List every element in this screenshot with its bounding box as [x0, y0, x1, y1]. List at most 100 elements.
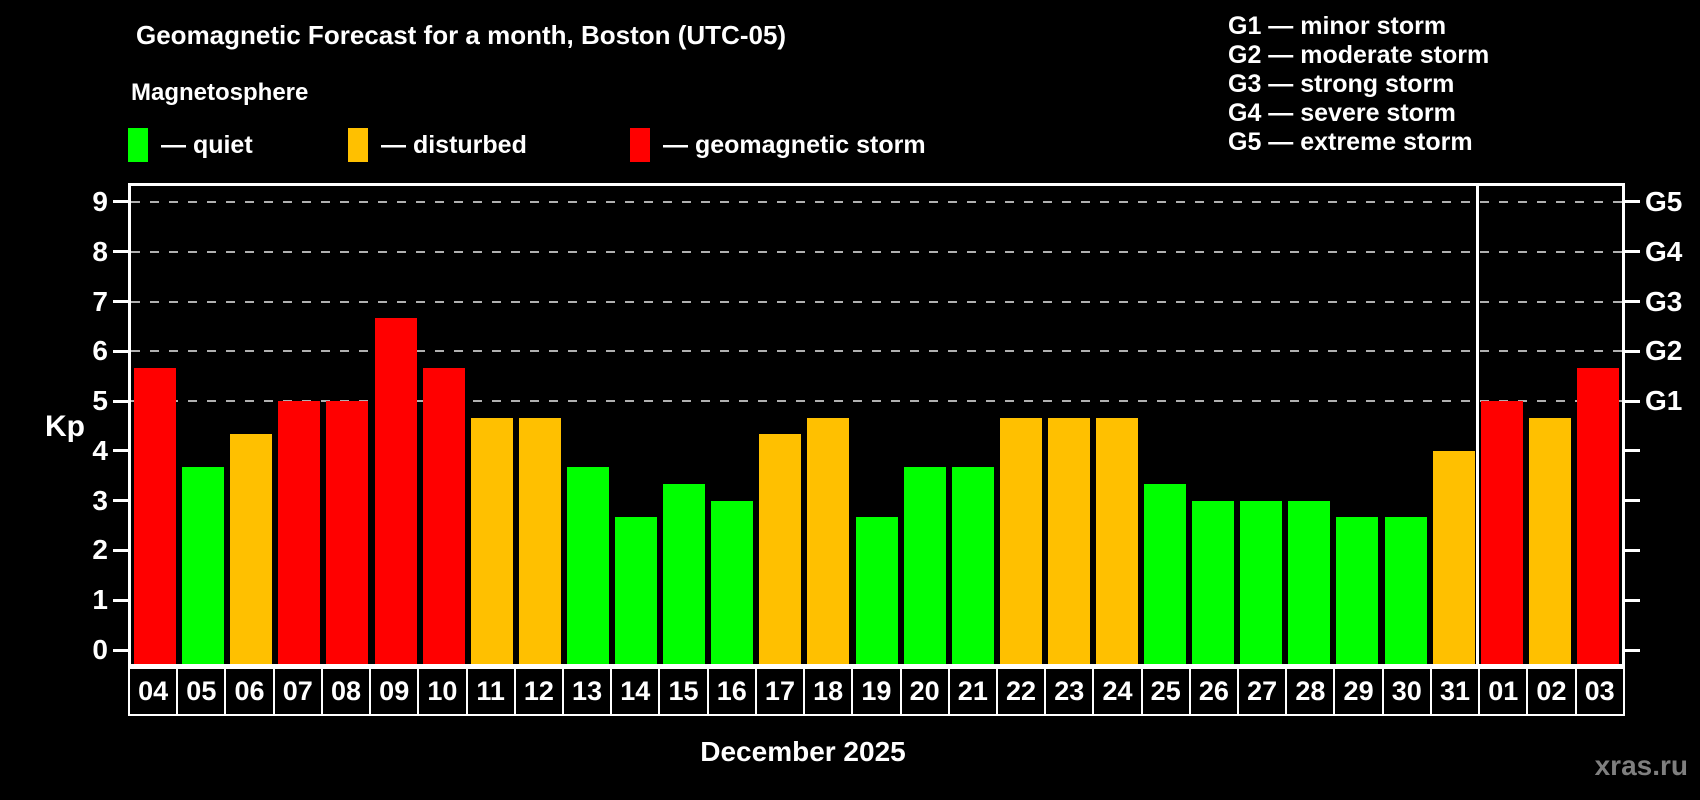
- day-label-18: 18: [803, 669, 851, 714]
- gridline-kp7: [131, 300, 1622, 303]
- day-label-27: 27: [1237, 669, 1285, 714]
- kp-bar-day-28: [1288, 500, 1331, 664]
- day-label-03: 03: [1574, 669, 1623, 714]
- kp-bar-day-15: [663, 484, 706, 664]
- y-axis-label-9: 9: [92, 185, 108, 217]
- kp-bar-day-08: [326, 401, 369, 664]
- legend-item-quiet: — quiet: [128, 127, 253, 163]
- kp-bar-day-12: [518, 417, 561, 664]
- kp-bar-day-27: [1240, 500, 1283, 664]
- legend-item-label: — quiet: [161, 130, 253, 159]
- y-axis-tick-left-2: [113, 548, 128, 552]
- kp-bar-day-07: [278, 401, 321, 664]
- y-axis-tick-right-0: [1625, 648, 1640, 652]
- day-label-23: 23: [1044, 669, 1092, 714]
- kp-bar-day-31: [1432, 450, 1475, 664]
- gridline-kp9: [131, 200, 1622, 203]
- storm-level-label-g5: G5: [1645, 185, 1683, 217]
- y-axis-label-0: 0: [92, 634, 108, 665]
- day-label-08: 08: [320, 669, 369, 714]
- y-axis-tick-right-8: [1625, 250, 1640, 254]
- day-label-04: 04: [138, 676, 169, 706]
- kp-bar-day-29: [1336, 517, 1379, 664]
- y-axis-tick-left-1: [113, 598, 128, 602]
- day-label-30: 30: [1381, 669, 1430, 714]
- storm-scale-item-g1: G1 — minor storm: [1228, 12, 1447, 40]
- y-axis-tick-right-2: [1625, 548, 1640, 552]
- y-axis-tick-left-4: [113, 449, 128, 453]
- day-label-20: 20: [899, 669, 948, 714]
- day-label-29: 29: [1333, 669, 1381, 714]
- storm-level-label-g1: G1: [1645, 385, 1683, 417]
- kp-bar-day-17: [759, 434, 802, 664]
- disturbed-color-swatch: [348, 128, 368, 162]
- storm-level-label-g4: G4: [1645, 235, 1683, 267]
- gridline-kp8: [131, 250, 1622, 253]
- y-axis-tick-right-5: [1625, 399, 1640, 403]
- storm-scale-item-g3: G3 — strong storm: [1228, 70, 1455, 98]
- day-label-01: 01: [1478, 669, 1526, 714]
- quiet-color-swatch: [128, 128, 148, 162]
- kp-bar-day-18: [807, 417, 850, 664]
- legend-item-storm: — geomagnetic storm: [630, 127, 926, 163]
- y-axis-tick-right-9: [1625, 200, 1640, 204]
- day-label-07: 07: [272, 669, 321, 714]
- day-label-11: 11: [465, 669, 514, 714]
- y-axis-label-2: 2: [92, 534, 108, 566]
- kp-bar-day-05: [182, 467, 225, 664]
- month-separator-line: [1476, 186, 1480, 664]
- kp-bar-day-22: [999, 417, 1042, 664]
- kp-bar-day-03: [1576, 367, 1619, 664]
- day-label-17: 17: [754, 669, 803, 714]
- day-label-31: 31: [1429, 669, 1478, 714]
- legend-item-label: — geomagnetic storm: [663, 130, 926, 159]
- y-axis-tick-left-3: [113, 499, 128, 503]
- storm-scale-item-g2: G2 — moderate storm: [1228, 41, 1490, 69]
- day-label-22: 22: [995, 669, 1044, 714]
- day-label-16: 16: [706, 669, 755, 714]
- kp-bar-day-01: [1480, 401, 1523, 664]
- y-axis-tick-left-6: [113, 349, 128, 353]
- y-axis-label-5: 5: [92, 385, 108, 417]
- kp-bar-day-10: [422, 367, 465, 664]
- day-label-24: 24: [1092, 669, 1140, 714]
- kp-bar-day-02: [1528, 417, 1571, 664]
- day-label-09: 09: [369, 669, 417, 714]
- y-axis-label-1: 1: [92, 584, 108, 616]
- y-axis-label-6: 6: [92, 335, 108, 367]
- day-label-21: 21: [947, 669, 996, 714]
- y-axis-tick-left-0: [113, 648, 128, 652]
- y-axis-label-4: 4: [92, 434, 108, 466]
- day-label-10: 10: [417, 669, 465, 714]
- chart-subtitle: Magnetosphere: [131, 79, 309, 106]
- day-label-05: 05: [176, 669, 224, 714]
- kp-bar-day-06: [230, 434, 273, 664]
- day-label-19: 19: [851, 669, 899, 714]
- chart-title: Geomagnetic Forecast for a month, Boston…: [136, 20, 787, 50]
- gridline-kp6: [131, 350, 1622, 353]
- storm-scale-item-g5: G5 — extreme storm: [1228, 128, 1473, 156]
- y-axis-tick-right-1: [1625, 598, 1640, 602]
- day-axis-row: 04 05 06 07 08 09 10 11 12 13 14 15 16 17 18 19 20 21 22 23…: [128, 667, 1625, 716]
- kp-bar-day-13: [566, 467, 609, 664]
- kp-bar-day-19: [855, 517, 898, 664]
- y-axis-tick-right-7: [1625, 300, 1640, 304]
- storm-scale-item-g4: G4 — severe storm: [1228, 99, 1456, 127]
- y-axis-tick-left-7: [113, 300, 128, 304]
- kp-bar-day-11: [470, 417, 513, 664]
- kp-bar-day-30: [1384, 517, 1427, 664]
- kp-bar-day-26: [1192, 500, 1235, 664]
- y-axis-label-3: 3: [92, 484, 108, 516]
- day-label-12: 12: [513, 669, 562, 714]
- y-axis-tick-right-3: [1625, 499, 1640, 503]
- day-label-02: 02: [1526, 669, 1574, 714]
- day-label-06: 06: [224, 669, 272, 714]
- day-label-25: 25: [1140, 669, 1189, 714]
- y-axis-tick-right-6: [1625, 349, 1640, 353]
- storm-color-swatch: [630, 128, 650, 162]
- kp-bar-day-21: [951, 467, 994, 664]
- y-axis-tick-left-9: [113, 200, 128, 204]
- day-label-15: 15: [658, 669, 706, 714]
- day-label-26: 26: [1188, 669, 1237, 714]
